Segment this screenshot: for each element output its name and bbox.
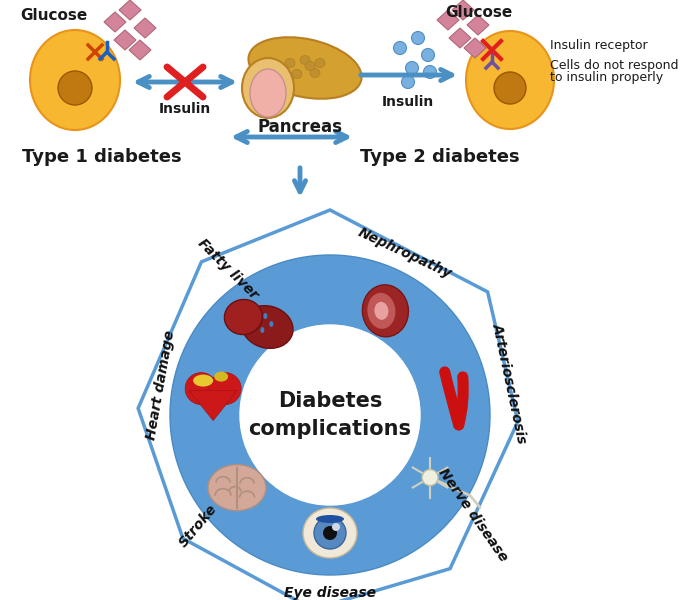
Ellipse shape	[185, 373, 217, 404]
Polygon shape	[138, 210, 518, 600]
Ellipse shape	[422, 49, 434, 61]
Ellipse shape	[316, 515, 344, 523]
Ellipse shape	[332, 523, 340, 531]
Ellipse shape	[362, 285, 409, 337]
Ellipse shape	[193, 374, 213, 386]
Text: Nerve disease: Nerve disease	[436, 466, 510, 565]
Polygon shape	[449, 28, 471, 48]
Ellipse shape	[323, 526, 337, 540]
Polygon shape	[114, 30, 136, 50]
Polygon shape	[452, 0, 474, 20]
Ellipse shape	[285, 58, 295, 67]
Polygon shape	[129, 40, 151, 60]
Polygon shape	[464, 38, 486, 58]
Ellipse shape	[260, 327, 264, 333]
Ellipse shape	[315, 58, 325, 67]
Ellipse shape	[242, 58, 294, 118]
Ellipse shape	[466, 31, 554, 129]
Text: Nephropathy: Nephropathy	[356, 226, 454, 281]
Text: Heart damage: Heart damage	[144, 329, 177, 441]
Text: Insulin receptor: Insulin receptor	[550, 38, 648, 52]
Ellipse shape	[30, 30, 120, 130]
Text: Type 1 diabetes: Type 1 diabetes	[22, 148, 181, 166]
Ellipse shape	[225, 299, 262, 335]
Polygon shape	[119, 0, 141, 20]
Ellipse shape	[401, 76, 414, 88]
Circle shape	[170, 255, 490, 575]
Ellipse shape	[242, 305, 293, 349]
Ellipse shape	[300, 55, 310, 64]
Text: Insulin: Insulin	[159, 102, 211, 116]
Ellipse shape	[412, 31, 425, 44]
Ellipse shape	[263, 313, 267, 319]
Ellipse shape	[292, 70, 302, 79]
Text: Insulin: Insulin	[382, 95, 434, 109]
Text: Fatty liver: Fatty liver	[195, 236, 261, 302]
Text: Pancreas: Pancreas	[258, 118, 343, 136]
Ellipse shape	[368, 293, 396, 329]
Ellipse shape	[208, 464, 266, 511]
Ellipse shape	[269, 321, 273, 327]
Ellipse shape	[405, 61, 418, 74]
Text: Type 2 diabetes: Type 2 diabetes	[360, 148, 519, 166]
Text: complications: complications	[249, 419, 412, 439]
Ellipse shape	[209, 373, 241, 404]
Ellipse shape	[305, 61, 315, 70]
Polygon shape	[467, 15, 489, 35]
Ellipse shape	[314, 517, 346, 549]
Ellipse shape	[423, 65, 436, 79]
Ellipse shape	[394, 41, 407, 55]
Circle shape	[240, 325, 420, 505]
Ellipse shape	[58, 71, 92, 105]
Text: Cells do not respond: Cells do not respond	[550, 58, 679, 71]
Ellipse shape	[494, 72, 526, 104]
Text: to insulin properly: to insulin properly	[550, 71, 663, 85]
Ellipse shape	[303, 508, 357, 558]
Polygon shape	[104, 12, 126, 32]
Ellipse shape	[374, 302, 388, 320]
Ellipse shape	[250, 69, 286, 117]
Text: Glucose: Glucose	[445, 5, 513, 20]
Text: Diabetes: Diabetes	[278, 391, 382, 411]
Text: Eye disease: Eye disease	[284, 586, 376, 600]
Ellipse shape	[249, 37, 361, 99]
Polygon shape	[134, 18, 156, 38]
Text: Arteriosclerosis: Arteriosclerosis	[490, 322, 529, 445]
Polygon shape	[437, 10, 459, 30]
Text: Glucose: Glucose	[20, 8, 87, 23]
Ellipse shape	[214, 371, 228, 382]
Ellipse shape	[310, 68, 320, 77]
Text: Stroke: Stroke	[177, 502, 220, 550]
Ellipse shape	[422, 470, 438, 485]
Polygon shape	[189, 391, 237, 421]
